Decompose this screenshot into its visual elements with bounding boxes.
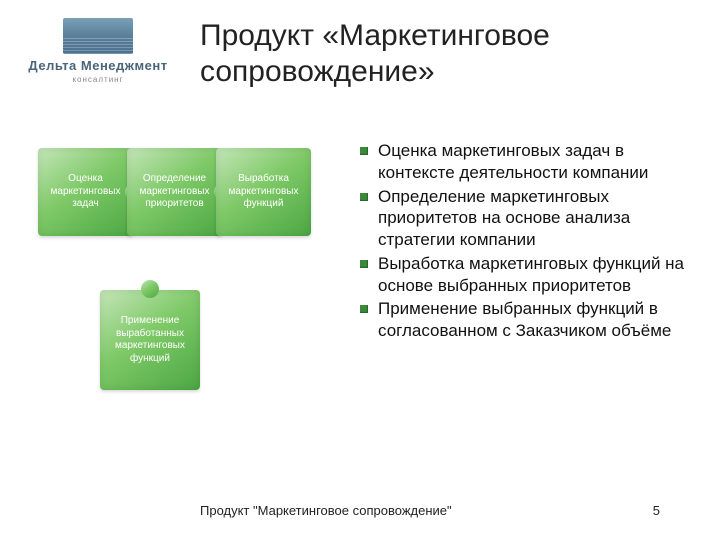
puzzle-piece: Определение маркетинговых приоритетов — [127, 148, 222, 236]
puzzle-piece-bottom: Применение выработанных маркетинговых фу… — [100, 290, 200, 390]
puzzle-piece: Выработка маркетинговых функций — [216, 148, 311, 236]
bullet-marker-icon — [360, 260, 368, 268]
footer-text: Продукт "Маркетинговое сопровождение" — [200, 503, 452, 518]
logo-title: Дельта Менеджмент — [18, 58, 178, 73]
page-number: 5 — [653, 503, 660, 518]
logo-mark-icon — [63, 18, 133, 54]
bullet-list: Оценка маркетинговых задач в контексте д… — [360, 140, 690, 344]
footer: Продукт "Маркетинговое сопровождение" 5 — [0, 503, 720, 518]
list-item: Применение выбранных функций в согласова… — [360, 298, 690, 342]
bullet-marker-icon — [360, 147, 368, 155]
bullet-marker-icon — [360, 305, 368, 313]
puzzle-row: Оценка маркетинговых задач Определение м… — [38, 148, 305, 236]
logo-subtitle: консалтинг — [18, 75, 178, 84]
bullet-text: Выработка маркетинговых функций на основ… — [378, 253, 690, 297]
logo: Дельта Менеджмент консалтинг — [18, 18, 178, 84]
list-item: Оценка маркетинговых задач в контексте д… — [360, 140, 690, 184]
slide-title: Продукт «Маркетинговое сопровождение» — [200, 18, 690, 90]
puzzle-piece: Оценка маркетинговых задач — [38, 148, 133, 236]
bullet-text: Применение выбранных функций в согласова… — [378, 298, 690, 342]
bullet-text: Определение маркетинговых приоритетов на… — [378, 186, 690, 251]
bullet-marker-icon — [360, 193, 368, 201]
list-item: Определение маркетинговых приоритетов на… — [360, 186, 690, 251]
bullet-text: Оценка маркетинговых задач в контексте д… — [378, 140, 690, 184]
list-item: Выработка маркетинговых функций на основ… — [360, 253, 690, 297]
